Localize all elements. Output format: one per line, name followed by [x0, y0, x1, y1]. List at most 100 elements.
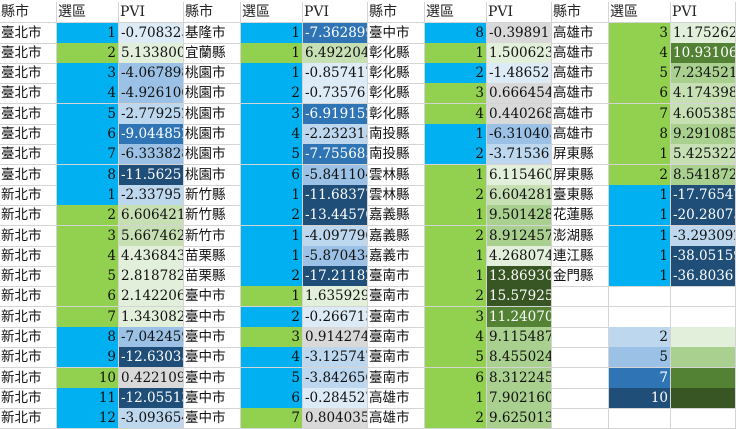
district-cell[interactable]: 3	[57, 63, 119, 85]
legend-green-swatch[interactable]	[671, 347, 736, 369]
district-cell[interactable]: 1	[609, 205, 671, 227]
county-cell[interactable]: 嘉義市	[368, 245, 425, 267]
pvi-cell[interactable]: 9.1154879	[487, 327, 552, 348]
district-cell[interactable]: 2	[609, 164, 671, 186]
county-cell[interactable]: 新北市	[0, 347, 57, 369]
district-cell[interactable]: 1	[425, 42, 487, 64]
county-cell[interactable]: 臺中市	[368, 22, 425, 44]
district-cell[interactable]	[609, 306, 671, 328]
district-cell[interactable]: 2	[425, 286, 487, 308]
pvi-cell[interactable]: 5.6674621	[119, 225, 184, 247]
county-cell[interactable]: 臺中市	[184, 347, 241, 369]
county-cell[interactable]	[552, 367, 609, 389]
pvi-cell[interactable]: 1.3430822	[119, 306, 184, 328]
pvi-cell[interactable]	[671, 286, 736, 308]
county-cell[interactable]: 連江縣	[552, 245, 609, 267]
header-pvi-2[interactable]: PVI	[303, 2, 368, 23]
pvi-cell[interactable]: 7.9021609	[487, 387, 552, 409]
district-cell[interactable]: 2	[241, 266, 303, 288]
pvi-cell[interactable]: 9.291085	[671, 124, 736, 145]
district-cell[interactable]: 1	[609, 225, 671, 247]
county-cell[interactable]: 桃園市	[184, 63, 241, 85]
legend-blue-swatch[interactable]: 7	[609, 367, 671, 389]
district-cell[interactable]: 1	[241, 245, 303, 267]
county-cell[interactable]: 臺中市	[184, 367, 241, 389]
pvi-cell[interactable]: 8.3122452	[487, 367, 552, 389]
district-cell[interactable]: 5	[241, 367, 303, 389]
district-cell[interactable]: 1	[241, 63, 303, 85]
pvi-cell[interactable]: 11.240709	[487, 306, 552, 328]
district-cell[interactable]: 1	[425, 205, 487, 227]
legend-blue-swatch[interactable]: 2	[609, 327, 671, 348]
header-county-2[interactable]: 縣市	[184, 2, 241, 23]
district-cell[interactable]: 3	[609, 22, 671, 44]
county-cell[interactable]: 臺北市	[0, 164, 57, 186]
pvi-cell[interactable]: -5.841104	[303, 164, 368, 186]
pvi-cell[interactable]: 0.8040359	[303, 408, 368, 429]
district-cell[interactable]: 2	[57, 42, 119, 64]
district-cell[interactable]: 2	[241, 83, 303, 105]
county-cell[interactable]: 花蓮縣	[552, 205, 609, 227]
pvi-cell[interactable]: 4.6053859	[671, 103, 736, 125]
county-cell[interactable]: 苗栗縣	[184, 266, 241, 288]
district-cell[interactable]: 6	[57, 124, 119, 145]
district-cell[interactable]: 1	[425, 164, 487, 186]
county-cell[interactable]	[552, 408, 609, 429]
county-cell[interactable]: 桃園市	[184, 103, 241, 125]
pvi-cell[interactable]: -2.337951	[119, 184, 184, 206]
pvi-cell[interactable]: -6.333828	[119, 144, 184, 166]
pvi-cell[interactable]: 5.1338004	[119, 42, 184, 64]
legend-blue-swatch[interactable]: 5	[609, 347, 671, 369]
county-cell[interactable]: 新竹市	[184, 225, 241, 247]
county-cell[interactable]: 新北市	[0, 327, 57, 348]
pvi-cell[interactable]: 4.4368439	[119, 245, 184, 267]
pvi-cell[interactable]: 8.9124579	[487, 225, 552, 247]
district-cell[interactable]: 2	[425, 184, 487, 206]
pvi-cell[interactable]: -6.310405	[487, 124, 552, 145]
pvi-cell[interactable]: -4.097796	[303, 225, 368, 247]
county-cell[interactable]: 新北市	[0, 286, 57, 308]
pvi-cell[interactable]: 6.6064212	[119, 205, 184, 227]
county-cell[interactable]: 高雄市	[552, 42, 609, 64]
district-cell[interactable]: 3	[425, 306, 487, 328]
pvi-cell[interactable]: -0.266713	[303, 306, 368, 328]
county-cell[interactable]: 彰化縣	[368, 42, 425, 64]
district-cell[interactable]: 8	[57, 164, 119, 186]
pvi-cell[interactable]: 8.4550246	[487, 347, 552, 369]
pvi-cell[interactable]: -5.870434	[303, 245, 368, 267]
pvi-cell[interactable]: 10.931067	[671, 42, 736, 64]
pvi-cell[interactable]: 1.6359293	[303, 286, 368, 308]
district-cell[interactable]	[609, 286, 671, 308]
district-cell[interactable]: 1	[425, 245, 487, 267]
pvi-cell[interactable]: -20.28075	[671, 205, 736, 227]
district-cell[interactable]: 1	[241, 286, 303, 308]
pvi-cell[interactable]: -17.76547	[671, 184, 736, 206]
county-cell[interactable]: 桃園市	[184, 124, 241, 145]
county-cell[interactable]: 彰化縣	[368, 63, 425, 85]
county-cell[interactable]	[552, 387, 609, 409]
pvi-cell[interactable]: -1.48652	[487, 63, 552, 85]
pvi-cell[interactable]: 0.9142746	[303, 327, 368, 348]
district-cell[interactable]: 8	[425, 22, 487, 44]
pvi-cell[interactable]: -4.926106	[119, 83, 184, 105]
county-cell[interactable]: 新北市	[0, 367, 57, 389]
pvi-cell[interactable]: -0.284527	[303, 387, 368, 409]
county-cell[interactable]: 臺東縣	[552, 184, 609, 206]
district-cell[interactable]: 4	[241, 124, 303, 145]
county-cell[interactable]: 臺南市	[368, 306, 425, 328]
district-cell[interactable]: 1	[241, 42, 303, 64]
county-cell[interactable]: 新北市	[0, 245, 57, 267]
county-cell[interactable]: 新北市	[0, 225, 57, 247]
county-cell[interactable]: 臺中市	[184, 327, 241, 348]
county-cell[interactable]: 雲林縣	[368, 184, 425, 206]
pvi-cell[interactable]: 2.1422069	[119, 286, 184, 308]
district-cell[interactable]: 3	[241, 327, 303, 348]
county-cell[interactable]: 桃園市	[184, 144, 241, 166]
pvi-cell[interactable]: 8.5418724	[671, 164, 736, 186]
county-cell[interactable]: 新北市	[0, 184, 57, 206]
pvi-cell[interactable]: -0.39891	[487, 22, 552, 44]
county-cell[interactable]: 金門縣	[552, 266, 609, 288]
legend-blue-swatch[interactable]: 10	[609, 387, 671, 409]
district-cell[interactable]: 5	[57, 103, 119, 125]
pvi-cell[interactable]: -17.21182	[303, 266, 368, 288]
